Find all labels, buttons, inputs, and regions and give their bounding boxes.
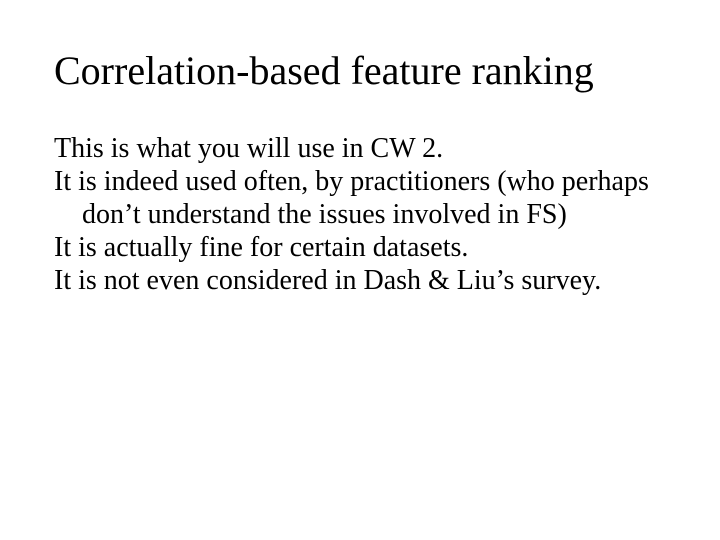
slide-title: Correlation-based feature ranking: [54, 48, 666, 94]
body-paragraph: It is indeed used often, by practitioner…: [54, 165, 666, 231]
body-paragraph: It is actually fine for certain datasets…: [54, 231, 666, 264]
body-paragraph: This is what you will use in CW 2.: [54, 132, 666, 165]
slide-body: This is what you will use in CW 2. It is…: [54, 132, 666, 297]
body-paragraph: It is not even considered in Dash & Liu’…: [54, 264, 666, 297]
slide: Correlation-based feature ranking This i…: [0, 0, 720, 540]
